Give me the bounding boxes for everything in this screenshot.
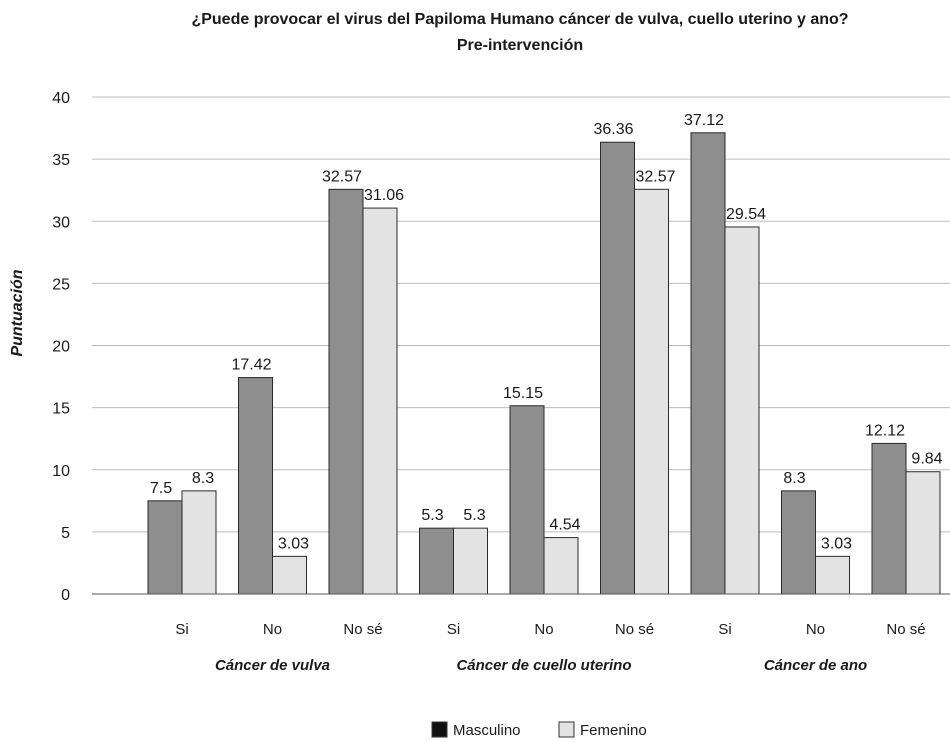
- category-label: Si: [447, 621, 460, 638]
- bar-masculino: [871, 442, 907, 595]
- category-label: Si: [718, 621, 731, 638]
- bar-masculino: [238, 377, 273, 595]
- data-label: 32.57: [322, 168, 362, 185]
- category-label: No: [263, 621, 282, 638]
- data-label: 17.42: [231, 357, 271, 374]
- group-labels: Cáncer de vulva Cáncer de cuello uterino C…: [215, 657, 867, 674]
- category-label: No: [534, 621, 553, 638]
- category-label: No: [806, 621, 825, 638]
- y-tick-label: 20: [52, 339, 70, 356]
- bar-femenino: [905, 471, 941, 595]
- bar-masculino: [600, 141, 635, 595]
- y-tick-label: 40: [52, 90, 70, 107]
- category-labels: Si No No sé Si No No sé Si No No sé: [175, 621, 925, 638]
- category-label: Si: [175, 621, 188, 638]
- y-tick-label: 0: [61, 587, 70, 604]
- data-label: 9.84: [911, 451, 942, 468]
- data-label: 31.06: [364, 187, 404, 204]
- bar-masculino: [781, 490, 816, 595]
- legend-label-femenino: Femenino: [580, 722, 647, 739]
- y-tick-label: 15: [52, 401, 70, 418]
- bar-femenino: [543, 537, 579, 595]
- bar-masculino: [509, 405, 545, 595]
- data-label: 15.15: [503, 385, 543, 402]
- y-axis-ticks: 0 5 10 15 20 25 30 35 40: [52, 90, 70, 604]
- bar-masculino: [328, 188, 364, 595]
- bars: [147, 132, 941, 595]
- legend: Masculino Femenino: [431, 721, 647, 739]
- category-label: No sé: [886, 621, 925, 638]
- bar-femenino: [724, 226, 760, 595]
- data-label: 5.3: [421, 507, 443, 524]
- data-label: 3.03: [278, 535, 309, 552]
- bar-femenino: [815, 555, 850, 595]
- group-label: Cáncer de ano: [764, 657, 867, 674]
- bar-femenino: [362, 207, 398, 595]
- y-tick-label: 25: [52, 276, 70, 293]
- data-label: 8.3: [783, 470, 805, 487]
- chart-subtitle: Pre-intervención: [457, 37, 583, 54]
- data-label: 12.12: [865, 422, 905, 439]
- data-label: 8.3: [192, 470, 214, 487]
- bar-masculino: [419, 527, 454, 595]
- chart-title: ¿Puede provocar el virus del Papiloma Hu…: [191, 11, 848, 28]
- data-label: 37.12: [684, 112, 724, 129]
- data-label: 5.3: [463, 507, 485, 524]
- bar-femenino: [634, 188, 669, 595]
- y-tick-label: 10: [52, 463, 70, 480]
- group-label: Cáncer de cuello uterino: [456, 657, 631, 674]
- data-label: 36.36: [593, 121, 633, 138]
- legend-label-masculino: Masculino: [453, 722, 521, 739]
- data-label: 32.57: [635, 168, 675, 185]
- bar-femenino: [272, 555, 307, 595]
- category-label: No sé: [615, 621, 654, 638]
- bar-masculino: [690, 132, 726, 595]
- group-label: Cáncer de vulva: [215, 657, 330, 674]
- legend-swatch-masculino: [431, 721, 448, 738]
- data-label: 29.54: [726, 206, 766, 223]
- y-axis-label: Puntuación: [9, 269, 26, 356]
- data-label: 3.03: [821, 535, 852, 552]
- data-label: 4.54: [549, 517, 580, 534]
- y-tick-label: 30: [52, 214, 70, 231]
- bar-masculino: [147, 500, 183, 595]
- legend-swatch-femenino: [558, 721, 575, 738]
- y-tick-label: 35: [52, 152, 70, 169]
- data-label: 7.5: [150, 480, 172, 497]
- bar-femenino: [181, 490, 217, 595]
- bar-femenino: [453, 527, 488, 595]
- y-tick-label: 5: [61, 525, 70, 542]
- category-label: No sé: [343, 621, 382, 638]
